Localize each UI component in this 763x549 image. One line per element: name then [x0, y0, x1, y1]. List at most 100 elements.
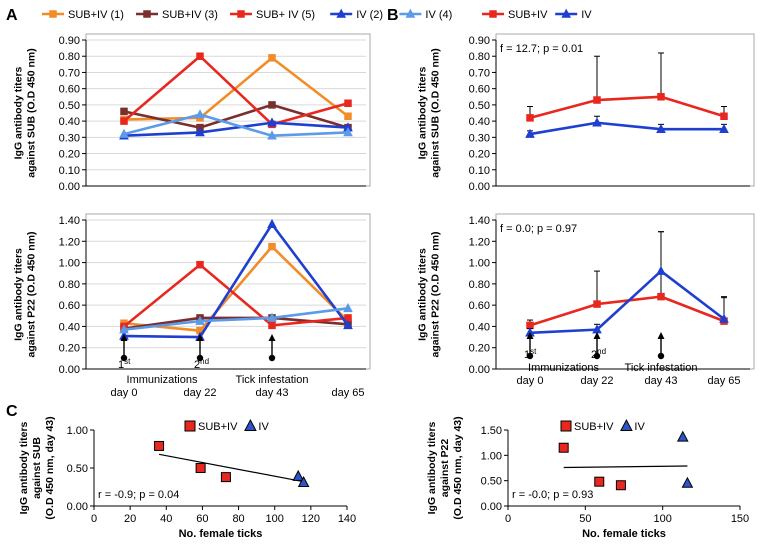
arrow-dot [526, 352, 534, 360]
series-line [123, 113, 349, 138]
x-tick-label: 20 [124, 513, 136, 525]
series-line [123, 121, 349, 138]
arrow-head [268, 334, 276, 341]
chart-b-bottom: 0.00 0.20 0.40 0.60 0.80 1.00 1.20 1.40 IgG anti… [417, 213, 755, 376]
legend-label: IV [581, 9, 592, 21]
data-point [593, 300, 601, 308]
y-tick-label: 0.20 [469, 149, 490, 161]
panel-label-b: B [387, 7, 399, 24]
chart-c-left: 0.00 0.50 1.00 0 20 40 60 80 100 120 140 No. female… [18, 416, 356, 540]
series-line [123, 245, 349, 332]
x-tick-label: 50 [579, 513, 591, 525]
y-tick-label: 0.20 [469, 343, 490, 355]
legend-marker [184, 420, 196, 432]
stat-annotation: f = 0.0; p = 0.97 [500, 223, 577, 235]
chart-b-top: 0.00 0.10 0.20 0.30 0.40 0.50 0.60 0.70 0.80 0.90… [417, 33, 755, 193]
regression-line [158, 453, 304, 483]
legend-label-sub-iv: SUB+IV [198, 421, 238, 433]
y-axis-label: IgG antibody titersagainst SUB(O.D 450 n… [18, 416, 56, 519]
data-point [268, 321, 276, 330]
y-axis-label-line: against SUB (O.D 450 nm) [430, 48, 442, 178]
y-axis-label-line: IgG antibody titers [426, 421, 438, 514]
y-tick-label: 0.00 [481, 501, 502, 513]
plot-area [495, 33, 755, 187]
y-tick-label: 0.00 [469, 181, 490, 193]
y-tick-label: 0.50 [469, 100, 490, 112]
y-tick-label: 0.80 [59, 279, 80, 291]
data-point [525, 128, 535, 138]
data-point [268, 242, 276, 251]
arrow-dot [120, 354, 128, 362]
data-point [267, 130, 277, 140]
legend-item-sub-iv: SUB+IV [482, 9, 548, 21]
y-axis-label-line: IgG antibody titers [18, 421, 30, 514]
series-sub-iv [526, 52, 728, 122]
legend-marker [49, 10, 57, 18]
chart-c-right: 0.00 0.50 1.00 1.50 0 50 100 150 No. female tick… [426, 416, 749, 540]
series-iv-4 [119, 302, 353, 334]
x-tick-label: 40 [160, 513, 172, 525]
x-tick-label: 0 [505, 513, 511, 525]
y-axis-label-line: IgG antibody titers [417, 248, 429, 341]
plot-area [495, 213, 755, 370]
data-point [615, 480, 626, 491]
chart-a-bottom: 0.00 0.20 0.40 0.60 0.80 1.00 1.20 1.40 IgG anti… [13, 213, 371, 376]
legend-marker [560, 420, 572, 432]
data-point [220, 472, 231, 483]
legend-item-iv: IV [555, 8, 592, 21]
y-tick-label: 0.70 [59, 67, 80, 79]
day-label-day-22: day 22 [580, 375, 613, 387]
legend-item-sub-iv-1: SUB+IV (1) [42, 9, 124, 21]
y-tick-label: 1.00 [481, 450, 502, 462]
y-tick-label: 0.60 [59, 300, 80, 312]
y-tick-label: 1.20 [469, 236, 490, 248]
panel-label-c: C [6, 403, 18, 420]
y-tick-label: 0.50 [67, 463, 88, 475]
y-tick-label: 0.20 [59, 149, 80, 161]
y-axis-label-line: IgG antibody titers [13, 66, 25, 159]
data-point [681, 476, 694, 488]
legend-label: SUB+ IV (5) [256, 9, 315, 21]
data-point [592, 117, 602, 127]
y-tick-label: 1.50 [481, 425, 502, 437]
day-label-day-65: day 65 [331, 387, 364, 399]
legend-b: SUB+IV IV [482, 8, 592, 21]
data-point [154, 440, 165, 451]
stat-annotation: f = 12.7; p = 0.01 [500, 43, 583, 55]
series-line [529, 95, 725, 120]
legend-marker [143, 10, 151, 18]
y-tick-label: 1.00 [59, 258, 80, 270]
y-axis-label: IgG antibody titersagainst SUB (O.D 450 … [13, 48, 38, 178]
legend-marker [561, 8, 572, 18]
tick-infestation-label: Tick infestation [625, 362, 698, 374]
series-line [123, 307, 349, 331]
y-tick-label: 0.10 [59, 165, 80, 177]
y-tick-label: 0.40 [469, 116, 490, 128]
ordinal-second: 2nd [591, 347, 606, 361]
data-point [119, 324, 129, 334]
ordinal-sup: st [124, 357, 131, 366]
chart-a-top: 0.00 0.10 0.20 0.30 0.40 0.50 0.60 0.70 0.80 0.90… [13, 33, 371, 193]
series-sub-iv [526, 231, 728, 330]
y-axis-label-line: against SUB [31, 437, 43, 499]
day-label-day-22: day 22 [183, 387, 216, 399]
data-point [268, 54, 276, 62]
y-tick-label: 0.50 [481, 476, 502, 488]
series-sub-iv-3 [120, 314, 352, 333]
legend-label: IV (2) [356, 9, 383, 21]
data-point [657, 292, 665, 301]
arrow-dot [196, 354, 204, 362]
x-tick-label: 140 [338, 513, 356, 525]
y-axis-label-line: against P22 (O.D 450 nm) [26, 231, 38, 357]
y-tick-label: 0.20 [59, 343, 80, 355]
x-tick-label: 80 [232, 513, 244, 525]
series-line [529, 121, 724, 136]
y-axis-label-line: (O.D 450 nm, day 43) [44, 416, 56, 519]
y-tick-label: 0.00 [59, 364, 80, 376]
day-label-day-0: day 0 [111, 387, 138, 399]
arrow-head [657, 332, 665, 339]
ordinal-sup: st [530, 347, 537, 356]
y-tick-label: 0.30 [469, 132, 490, 144]
data-point [676, 430, 689, 442]
data-point [196, 52, 204, 60]
